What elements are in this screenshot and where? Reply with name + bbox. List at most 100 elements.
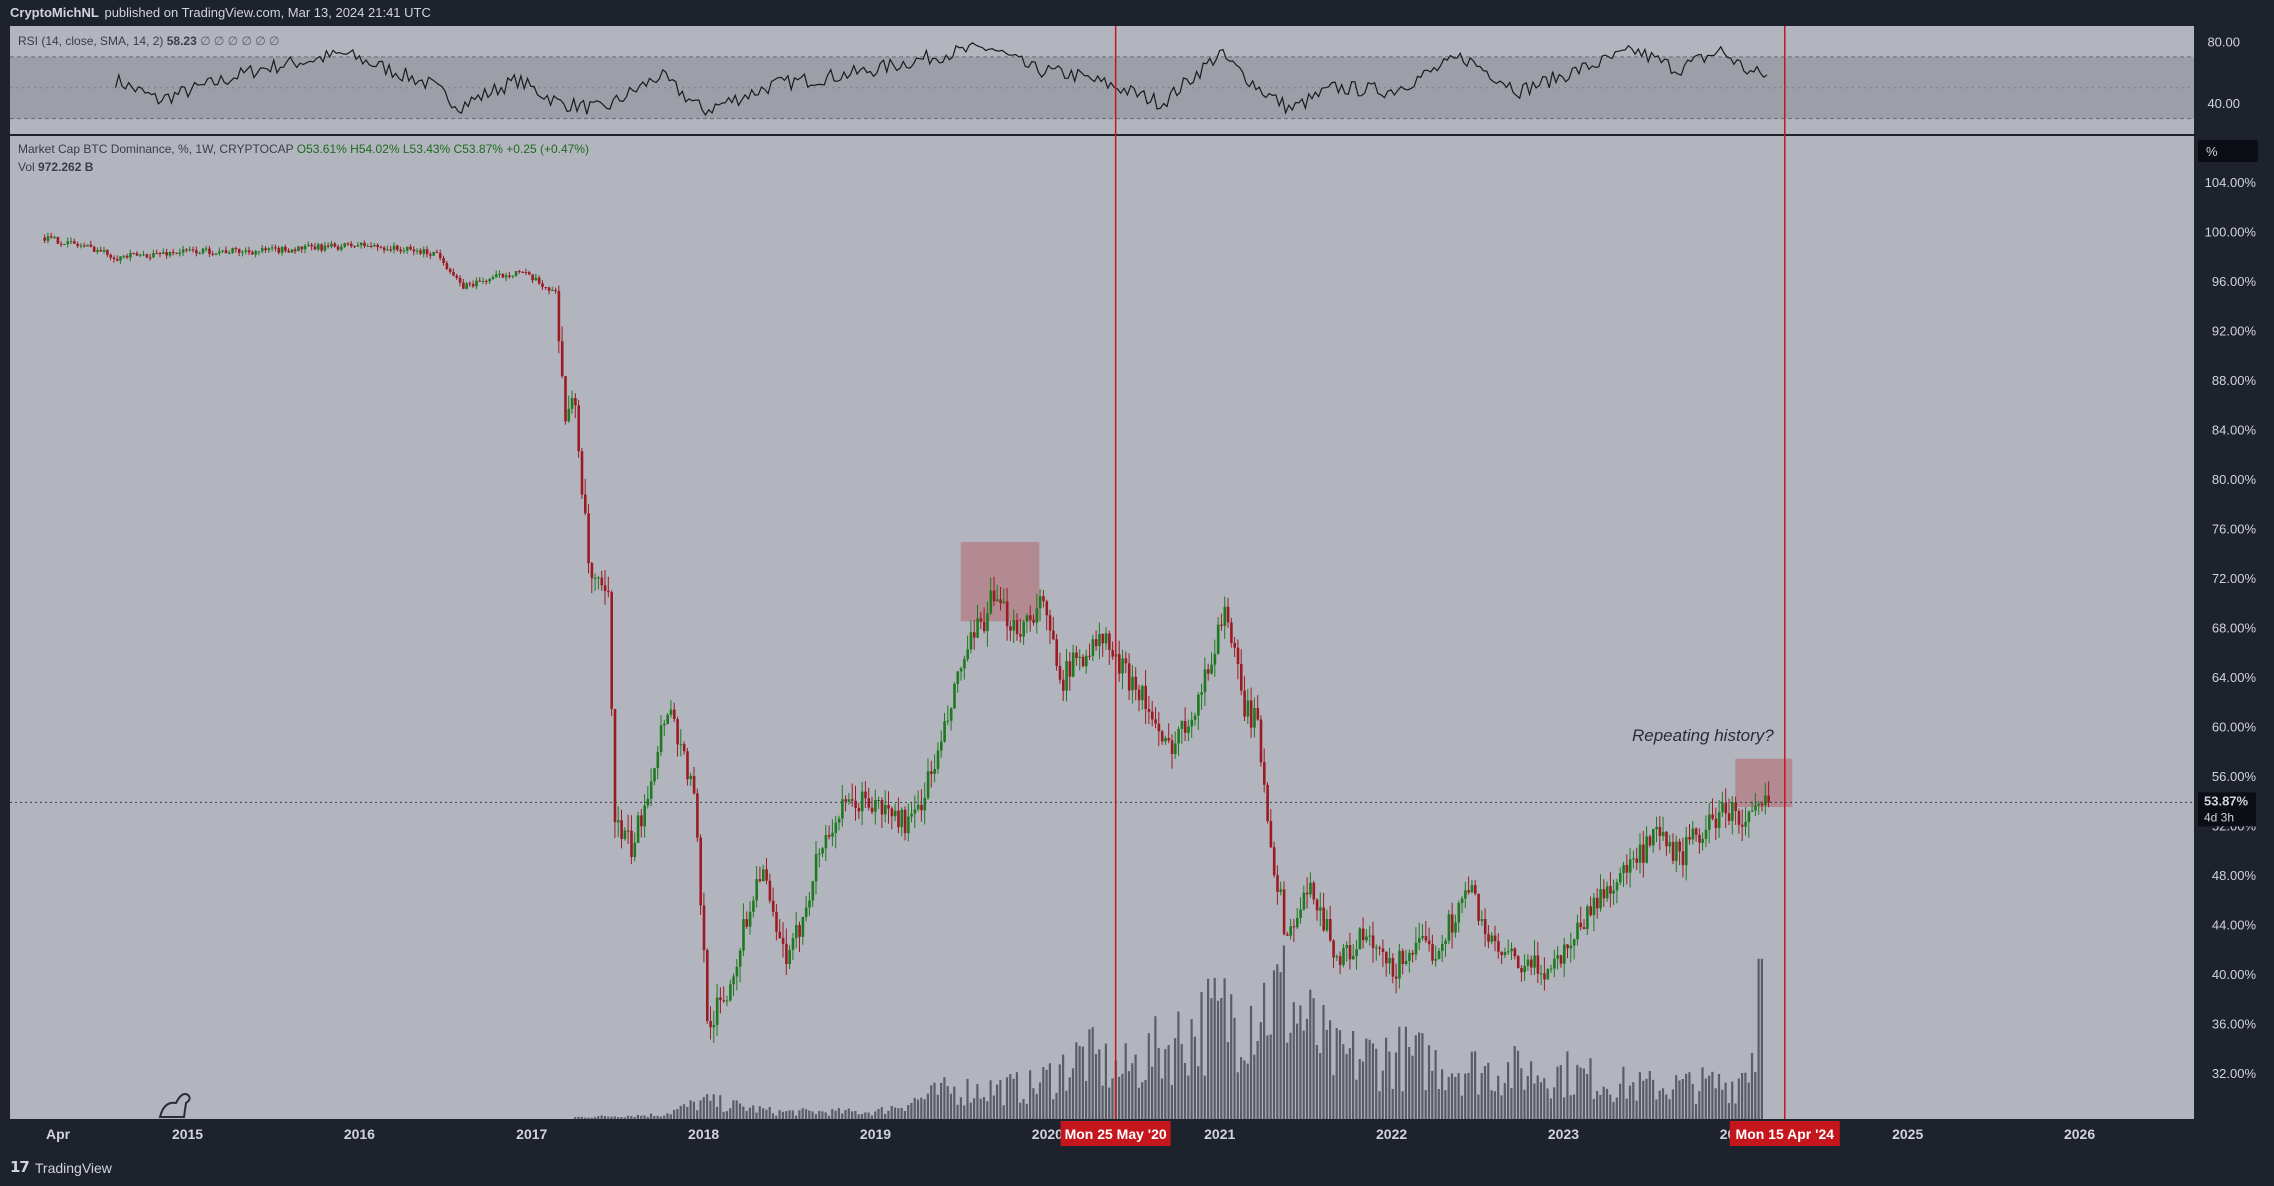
volume-bar	[1539, 1082, 1543, 1119]
candle-body	[373, 245, 376, 247]
volume-bar	[1418, 1032, 1421, 1119]
candle-body	[1724, 802, 1728, 814]
volume-bar	[1612, 1101, 1615, 1119]
author-name[interactable]: CryptoMichNL	[10, 5, 99, 20]
candle-body	[359, 242, 363, 246]
volume-bar	[1005, 1077, 1009, 1119]
volume-bar	[1464, 1073, 1467, 1119]
candle-body	[1401, 950, 1405, 964]
rsi-label: RSI (14, close, SMA, 14, 2) 58.23 ∅ ∅ ∅ …	[18, 34, 280, 48]
candle-body	[1523, 966, 1526, 973]
candle-body	[1497, 941, 1500, 952]
volume-bar	[1381, 1070, 1384, 1119]
candle-body	[1572, 939, 1576, 946]
volume-bar	[1312, 998, 1315, 1119]
volume-bar	[1177, 1011, 1180, 1119]
volume-bar	[1411, 1055, 1414, 1119]
candle-body	[765, 869, 768, 881]
volume-bar	[623, 1117, 626, 1119]
volume-bar	[1385, 1037, 1388, 1119]
volume-bar	[1111, 1078, 1114, 1119]
candle-body	[465, 283, 468, 289]
candle-body	[379, 247, 383, 249]
candle-body	[1467, 890, 1470, 893]
candle-body	[1183, 720, 1187, 733]
volume-bar	[963, 1105, 966, 1119]
time-tick-label: 2016	[344, 1126, 375, 1142]
candle-body	[478, 280, 482, 282]
candle-body	[425, 249, 429, 255]
candle-body	[1180, 720, 1184, 729]
candle-body	[663, 723, 666, 726]
volume-bar	[933, 1082, 936, 1119]
candle-body	[1668, 842, 1672, 847]
volume-bar	[844, 1110, 847, 1119]
candle-body	[696, 793, 699, 838]
volume-bar	[1289, 1032, 1292, 1119]
candle-body	[181, 249, 185, 253]
candle-body	[185, 249, 188, 251]
candle-body	[145, 254, 149, 258]
volume-bar	[1243, 1060, 1246, 1119]
volume-bar	[587, 1117, 590, 1119]
candle-body	[458, 277, 462, 283]
candle-body	[827, 835, 831, 837]
candle-body	[1200, 692, 1203, 695]
candle-body	[1365, 936, 1368, 941]
candle-body	[1226, 606, 1230, 623]
candle-body	[1355, 949, 1358, 956]
repeating-history-annotation[interactable]: Repeating history?	[1632, 726, 1774, 745]
volume-bar	[1223, 978, 1226, 1119]
candle-body	[241, 251, 244, 253]
candle-body	[877, 800, 880, 801]
candle-body	[979, 618, 983, 622]
candle-body	[969, 632, 973, 650]
chart-area[interactable]: RSI (14, close, SMA, 14, 2) 58.23 ∅ ∅ ∅ …	[0, 0, 2274, 1150]
volume-bar	[1124, 1043, 1127, 1119]
candle-body	[1487, 934, 1490, 942]
volume-bar	[1302, 1030, 1305, 1119]
volume-bar	[1457, 1073, 1460, 1119]
candle-body	[1685, 837, 1688, 866]
highlight-box-layer	[960, 542, 1793, 808]
candle-body	[1671, 842, 1675, 861]
volume-bar	[1569, 1095, 1572, 1119]
candle-body	[1418, 938, 1421, 943]
volume-bar	[653, 1116, 656, 1119]
candle-body	[762, 869, 765, 882]
candle-body	[1246, 700, 1250, 717]
volume-bar	[953, 1086, 956, 1119]
volume-bar	[926, 1093, 929, 1119]
candle-body	[943, 721, 946, 742]
volume-bar	[597, 1116, 600, 1119]
candle-body	[1078, 656, 1082, 658]
price-axis[interactable]	[2194, 26, 2274, 1150]
candle-body	[1503, 952, 1507, 956]
candle-body	[1764, 795, 1767, 806]
candle-body	[1151, 711, 1154, 720]
volume-bar	[1180, 1043, 1183, 1119]
candle-body	[577, 405, 580, 452]
volume-bar	[1160, 1078, 1164, 1119]
volume-bar	[890, 1106, 893, 1119]
candle-body	[1447, 914, 1451, 941]
candle-body	[818, 853, 821, 855]
volume-bar	[1147, 1033, 1150, 1119]
candle-body	[442, 258, 445, 263]
volume-bar	[1296, 1023, 1299, 1119]
volume-bar	[1708, 1075, 1711, 1119]
candle-body	[1427, 940, 1431, 945]
volume-bar	[824, 1112, 827, 1119]
candle-body	[729, 984, 732, 1001]
candle-body	[125, 255, 129, 258]
candle-body	[841, 799, 844, 819]
candle-body	[742, 919, 745, 951]
volume-bar	[1642, 1080, 1645, 1119]
candle-body	[692, 775, 696, 794]
candle-body	[1170, 740, 1174, 754]
candle-body	[1038, 596, 1042, 609]
scale-button[interactable]: %	[2198, 140, 2258, 162]
volume-bar	[633, 1117, 636, 1119]
tradingview-logo[interactable]: 𝟭𝟳 TradingView	[10, 1150, 112, 1186]
volume-bar	[1467, 1072, 1470, 1119]
